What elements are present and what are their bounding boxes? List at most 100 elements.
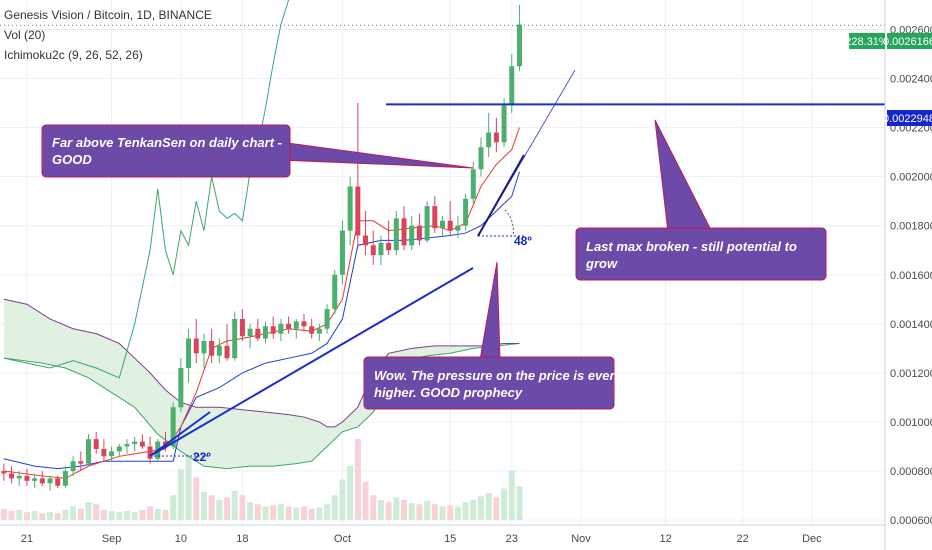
candle-body: [39, 478, 45, 484]
candle-body: [339, 230, 345, 275]
volume-bar: [208, 495, 215, 520]
volume-bar: [62, 509, 69, 520]
candle-body: [440, 220, 445, 229]
volume-bar: [177, 469, 184, 520]
callout-tenkansen[interactable]: Far above TenkanSen on daily chart - GOO…: [41, 124, 474, 178]
volume-bar: [162, 509, 169, 520]
volume-bar: [85, 502, 92, 520]
candle-body: [463, 198, 469, 226]
callout-last-max[interactable]: Last max broken - still potential to gro…: [575, 119, 827, 281]
candle-body: [55, 478, 61, 486]
candle-body: [324, 309, 330, 329]
angle-label-48: 48º: [514, 234, 532, 248]
x-tick-label: Nov: [571, 533, 591, 545]
candle-body: [224, 345, 230, 359]
volume-bar: [354, 439, 361, 520]
y-tick-label: 0.0016000: [890, 270, 932, 282]
x-tick-label: Dec: [802, 533, 822, 545]
candle-body: [478, 147, 484, 170]
volume-bar: [324, 504, 331, 520]
candle-body: [278, 323, 284, 334]
x-tick-label: 22: [737, 533, 749, 545]
candlesticks[interactable]: [1, 4, 522, 491]
kijun-line: [3, 171, 520, 470]
volume-bar: [316, 507, 323, 520]
candle-body: [186, 338, 192, 368]
x-tick-label: 21: [21, 533, 33, 545]
candle-body: [424, 206, 430, 241]
y-tick-label: 0.0008000: [890, 466, 932, 478]
callout-pressure-box: [363, 356, 615, 410]
senkou-a-line: [3, 342, 520, 470]
volume-bar: [277, 504, 284, 520]
callout-tenkansen-line-1: Far above TenkanSen on daily chart -: [52, 135, 282, 150]
level-price-tag-bg: [887, 110, 932, 126]
candle-body: [170, 407, 176, 447]
y-tick-label: 0.0006000: [890, 515, 932, 527]
chart-title: Genesis Vision / Bitcoin, 1D, BINANCE: [4, 8, 212, 22]
x-tick-label: Oct: [334, 533, 351, 545]
candle-body: [332, 274, 338, 310]
current-price-tag: 228.31% 0.0026166: [845, 33, 932, 49]
candle-body: [378, 242, 384, 256]
x-tick-label: 10: [175, 533, 187, 545]
candle-body: [409, 225, 415, 246]
volume-bar: [462, 502, 469, 520]
callout-pressure[interactable]: Wow. The pressure on the price is even h…: [363, 261, 618, 410]
callout-last-max-box: [575, 227, 827, 281]
candle-body: [263, 326, 268, 339]
candle-body: [309, 326, 315, 334]
volume-bar: [370, 495, 377, 520]
x-tick-label: 18: [236, 533, 248, 545]
current-pct-tag: 228.31%: [845, 36, 889, 48]
x-tick-label: Sep: [102, 533, 122, 545]
drawings[interactable]: [0, 24, 885, 457]
legend-volume: Vol (20): [4, 28, 46, 42]
volume-bar: [8, 511, 15, 520]
volume-bar: [447, 505, 454, 520]
candle-body: [301, 321, 307, 327]
candle-body: [493, 132, 499, 143]
x-tick-label: 12: [660, 533, 672, 545]
trend-line-steep-thick: [477, 154, 525, 237]
volume-bar: [47, 512, 54, 520]
y-tick-label: 0.0014000: [890, 319, 932, 331]
candle-body: [216, 345, 222, 356]
volume-bar: [308, 508, 315, 520]
candle-body: [101, 448, 107, 457]
candle-body: [1, 471, 7, 474]
candle-body: [516, 24, 522, 67]
legend-ichimoku: Ichimoku2c (9, 26, 52, 26): [4, 48, 143, 62]
volume-bar: [170, 495, 177, 520]
candle-body: [147, 446, 153, 459]
candle-body: [286, 323, 292, 329]
volume-bar: [331, 495, 338, 520]
candle-body: [393, 218, 399, 251]
volume-bar: [477, 496, 484, 520]
y-tick-label: 0.0010000: [890, 417, 932, 429]
candle-body: [247, 328, 253, 337]
volume-bar: [224, 497, 231, 520]
candle-body: [70, 461, 76, 472]
volume-bar: [454, 506, 461, 520]
candle-body: [93, 439, 99, 449]
volume-bar: [193, 477, 200, 520]
y-tick-label: 0.0024000: [890, 74, 932, 86]
volume-bars: [0, 439, 523, 520]
volume-bar: [339, 479, 346, 520]
volume-bar: [493, 497, 500, 520]
volume-bar: [485, 493, 492, 520]
y-tick-label: 0.0012000: [890, 368, 932, 380]
volume-bar: [439, 506, 446, 520]
volume-bar: [185, 454, 192, 520]
volume-bar: [200, 491, 207, 520]
volume-bar: [131, 512, 138, 520]
candle-body: [447, 220, 453, 231]
volume-bar: [347, 466, 354, 520]
volume-bar: [216, 499, 223, 520]
volume-bar: [385, 502, 392, 520]
volume-bar: [516, 486, 523, 520]
volume-bar: [293, 507, 300, 520]
candle-body: [363, 235, 369, 246]
